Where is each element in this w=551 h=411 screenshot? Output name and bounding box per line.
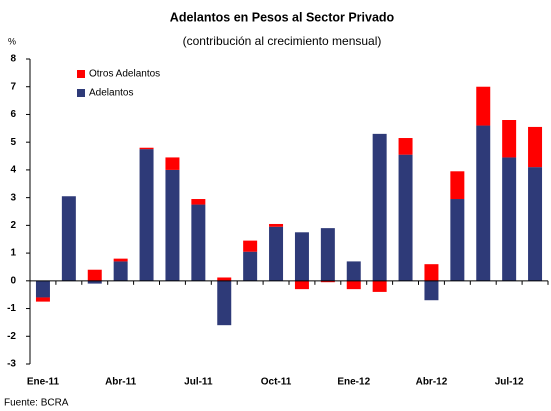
bar — [320, 280, 335, 283]
bar — [243, 240, 258, 252]
bar — [139, 149, 154, 281]
bar — [87, 269, 102, 281]
bar — [243, 251, 258, 281]
y-tick-label: 3 — [10, 192, 16, 203]
bar — [346, 280, 361, 290]
bar — [165, 169, 180, 281]
x-tick-label: Jul-11 — [184, 377, 213, 388]
x-tick-label: Jul-12 — [495, 377, 524, 388]
x-tick-label: Abr-11 — [105, 377, 137, 388]
bar — [398, 154, 413, 281]
bar — [165, 157, 180, 170]
bar — [372, 133, 387, 281]
bar — [113, 258, 128, 262]
bar — [35, 297, 50, 302]
bar — [528, 126, 543, 168]
bar — [113, 261, 128, 281]
bar — [191, 204, 206, 281]
bar — [191, 199, 206, 205]
bar — [294, 280, 309, 290]
bar — [502, 157, 517, 281]
y-tick-label: -1 — [7, 303, 16, 314]
y-tick-label: 2 — [10, 220, 16, 231]
bar — [346, 261, 361, 281]
bar — [450, 171, 465, 200]
bar — [294, 232, 309, 281]
bar — [398, 138, 413, 155]
bar — [139, 147, 154, 150]
x-tick-label: Ene-12 — [337, 377, 370, 388]
bar — [320, 228, 335, 281]
bar — [217, 277, 232, 281]
y-tick-label: 0 — [10, 275, 16, 286]
chart-subtitle: (contribución al crecimiento mensual) — [183, 34, 382, 48]
bar — [269, 223, 284, 227]
legend-label: Otros Adelantos — [89, 69, 160, 80]
y-tick-label: 5 — [10, 137, 16, 148]
y-tick-label: -2 — [7, 331, 16, 342]
bar — [87, 280, 102, 284]
bar — [372, 280, 387, 292]
bar — [476, 125, 491, 281]
x-tick-label: Abr-12 — [416, 377, 448, 388]
bar — [450, 199, 465, 281]
bar — [269, 226, 284, 281]
bar — [476, 86, 491, 126]
bar — [424, 280, 439, 301]
bar — [217, 280, 232, 326]
bar — [424, 264, 439, 281]
y-tick-label: 6 — [10, 109, 16, 120]
y-tick-label: 8 — [10, 54, 16, 65]
y-axis-label: % — [8, 36, 16, 46]
bar — [35, 280, 50, 298]
bar — [61, 196, 76, 281]
x-tick-label: Oct-11 — [261, 377, 292, 388]
source: Fuente: BCRA — [4, 398, 69, 409]
y-tick-label: 4 — [10, 165, 16, 176]
x-tick-label: Ene-11 — [27, 377, 60, 388]
legend-label: Adelantos — [89, 88, 133, 99]
legend-swatch — [77, 89, 85, 97]
y-tick-label: 1 — [10, 248, 16, 259]
legend-swatch — [77, 70, 85, 78]
y-tick-label: -3 — [7, 359, 16, 370]
chart-title: Adelantos en Pesos al Sector Privado — [170, 10, 395, 24]
y-tick-label: 7 — [10, 81, 16, 92]
bar — [528, 167, 543, 281]
bar — [502, 120, 517, 158]
